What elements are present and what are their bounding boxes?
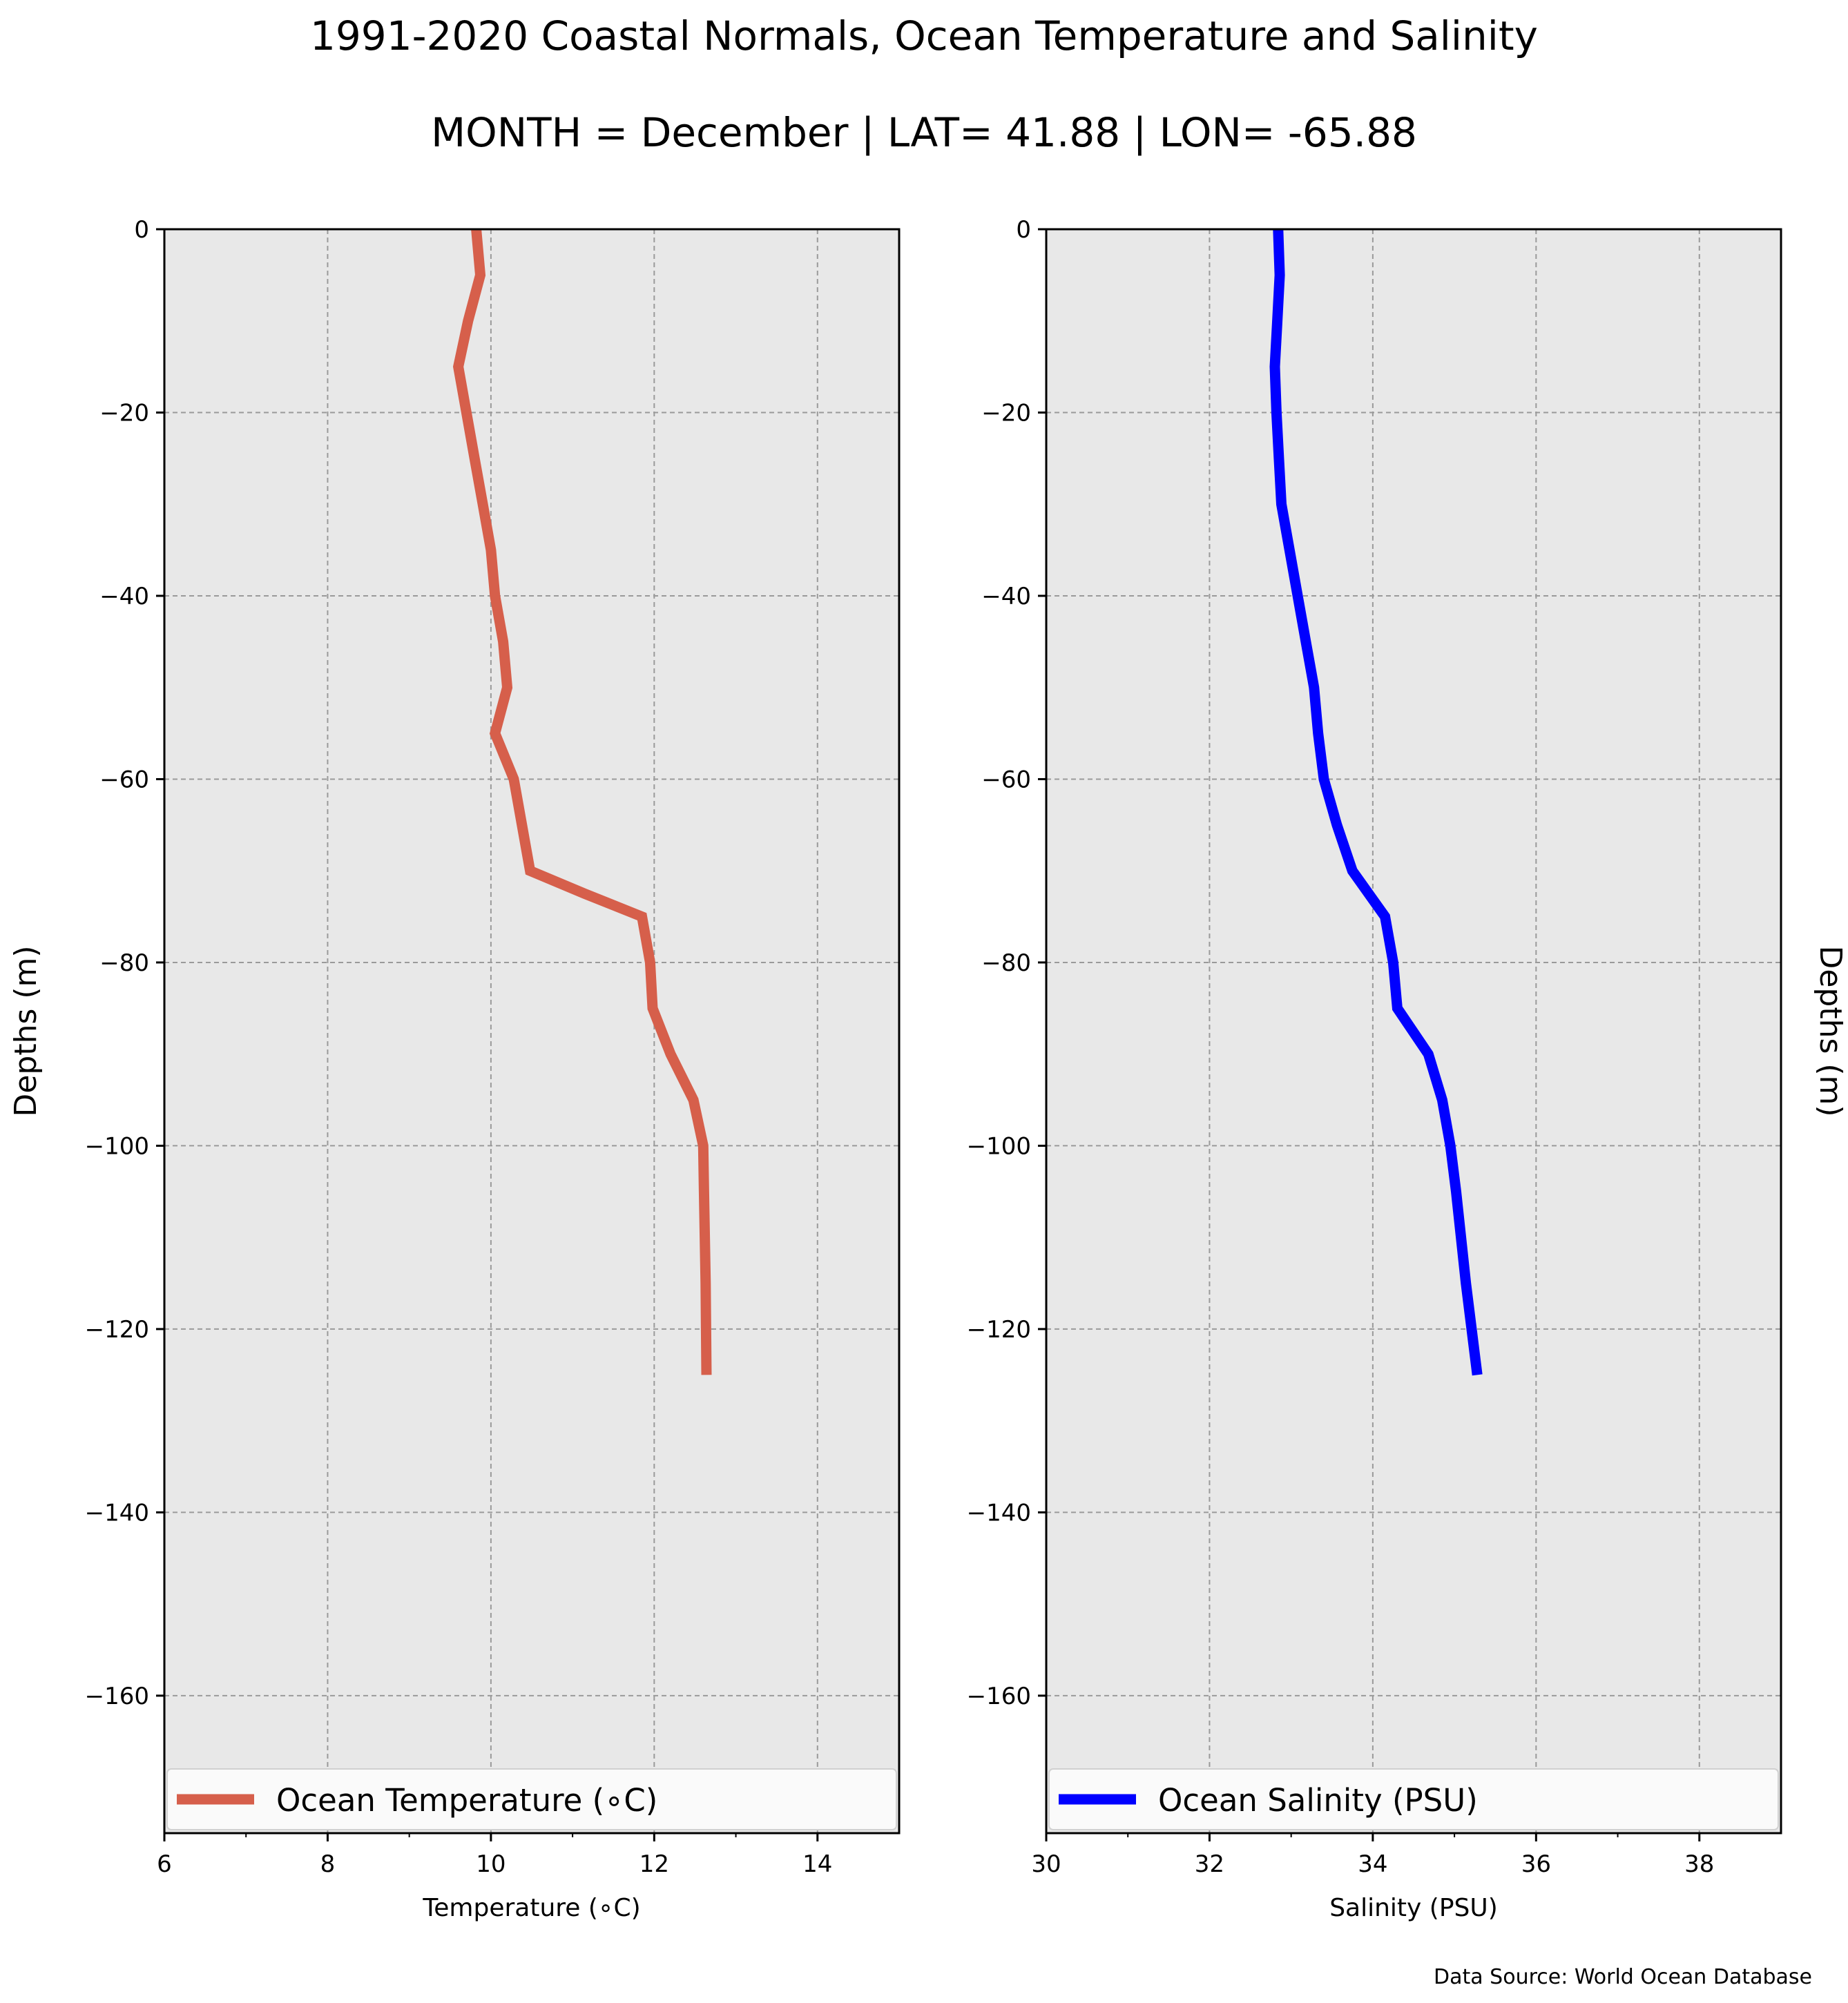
y-tick-label: −140 bbox=[85, 1499, 149, 1527]
y-tick-label: −140 bbox=[967, 1499, 1031, 1527]
y-axis-label: Depths (m) bbox=[1813, 945, 1848, 1116]
temperature-panel: Ocean Temperature (∘C) 6 8 10 12 14 0 −20 −40 −60… bbox=[8, 216, 901, 1922]
x-tick-label: 38 bbox=[1684, 1850, 1714, 1878]
axes-frame bbox=[1045, 228, 1782, 1835]
x-axis-label: Salinity (PSU) bbox=[1329, 1894, 1498, 1922]
chart-subtitle: MONTH = December | LAT= 41.88 | LON= -65… bbox=[431, 109, 1417, 156]
salinity-panel: Ocean Salinity (PSU) 30 32 34 36 38 0 −20 −40 −60… bbox=[967, 216, 1848, 1922]
x-tick-label: 8 bbox=[320, 1850, 336, 1878]
y-tick-label: −160 bbox=[967, 1683, 1031, 1710]
x-axis-label: Temperature (∘C) bbox=[422, 1894, 640, 1922]
x-tick-label: 30 bbox=[1031, 1850, 1061, 1878]
y-tick-label: −120 bbox=[967, 1316, 1031, 1344]
x-tick-label: 32 bbox=[1195, 1850, 1224, 1878]
y-tick-label: −40 bbox=[981, 583, 1031, 610]
x-tick-label: 6 bbox=[157, 1850, 172, 1878]
legend-label: Ocean Temperature (∘C) bbox=[276, 1782, 657, 1819]
x-tick-label: 36 bbox=[1521, 1850, 1551, 1878]
axes-frame bbox=[163, 228, 901, 1835]
plot-background bbox=[164, 229, 899, 1833]
y-tick-label: 0 bbox=[1016, 216, 1031, 244]
y-tick-label: 0 bbox=[134, 216, 149, 244]
y-tick-label: −20 bbox=[99, 399, 149, 427]
data-source-note: Data Source: World Ocean Database bbox=[1434, 1965, 1812, 1989]
y-tick-label: −120 bbox=[85, 1316, 149, 1344]
y-tick-label: −60 bbox=[99, 766, 149, 793]
x-tick-label: 12 bbox=[639, 1850, 669, 1878]
y-tick-label: −100 bbox=[85, 1132, 149, 1160]
x-tick-label: 14 bbox=[802, 1850, 832, 1878]
legend-box bbox=[166, 1768, 897, 1830]
x-tick-label: 10 bbox=[476, 1850, 506, 1878]
y-tick-label: −160 bbox=[85, 1683, 149, 1710]
y-axis-label: Depths (m) bbox=[8, 945, 44, 1116]
y-tick-label: −40 bbox=[99, 583, 149, 610]
y-tick-label: −80 bbox=[99, 949, 149, 977]
x-tick-label: 34 bbox=[1358, 1850, 1387, 1878]
legend-box bbox=[1048, 1768, 1779, 1830]
y-tick-label: −60 bbox=[981, 766, 1031, 793]
chart-title: 1991-2020 Coastal Normals, Ocean Tempera… bbox=[310, 12, 1538, 59]
legend-label: Ocean Salinity (PSU) bbox=[1158, 1782, 1478, 1819]
y-tick-label: −80 bbox=[981, 949, 1031, 977]
series-line bbox=[452, 229, 712, 1375]
series-line bbox=[1269, 229, 1483, 1376]
y-tick-label: −20 bbox=[981, 399, 1031, 427]
y-tick-label: −100 bbox=[967, 1132, 1031, 1160]
